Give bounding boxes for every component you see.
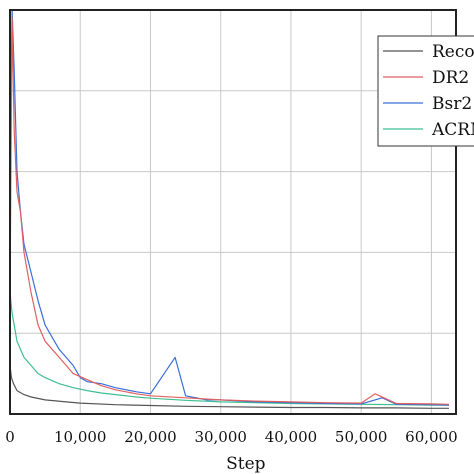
legend-label-bsr2: Bsr2 xyxy=(432,94,472,114)
legend-label-dr2: DR2 xyxy=(432,68,469,88)
x-tick-label: 40,000 xyxy=(265,428,318,446)
x-axis-title: Step xyxy=(226,454,266,474)
x-tick-label: 60,000 xyxy=(405,428,458,446)
legend: Reco DR2 Bsr2 ACRM xyxy=(377,35,474,147)
series-lines xyxy=(9,9,450,409)
legend-items: Reco DR2 Bsr2 ACRM xyxy=(383,42,474,140)
legend-box xyxy=(377,35,474,147)
legend-label-reco: Reco xyxy=(432,42,474,62)
x-axis-ticks: 0 10,000 20,000 30,000 40,000 50,000 60,000 xyxy=(5,428,457,446)
x-tick-label: 20,000 xyxy=(124,428,177,446)
x-tick-label: 30,000 xyxy=(194,428,247,446)
grid xyxy=(9,10,456,414)
plot-frame xyxy=(9,9,457,415)
series-line-reco xyxy=(9,365,449,409)
series-line-dr2 xyxy=(9,17,450,405)
x-tick-label: 10,000 xyxy=(54,428,107,446)
x-tick-label: 50,000 xyxy=(335,428,388,446)
x-tick-label: 0 xyxy=(5,428,15,446)
legend-label-acrm: ACRM xyxy=(431,120,474,140)
